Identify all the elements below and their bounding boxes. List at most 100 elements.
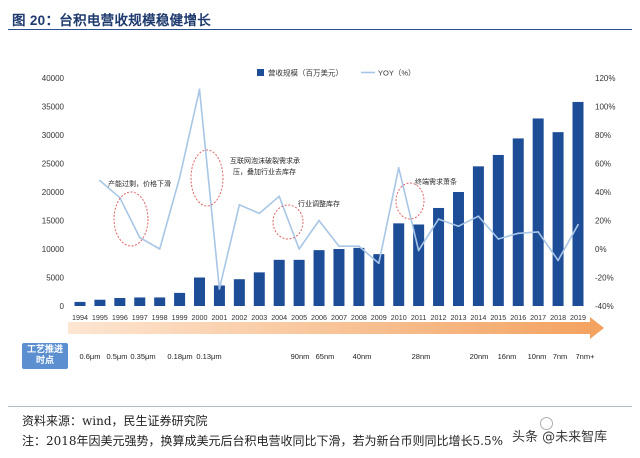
y-axis-left-tick-label: 25000 — [42, 160, 65, 169]
yoy-point-2012 — [437, 218, 440, 220]
legend-label-revenue: 营收规模（百万美元） — [268, 68, 343, 78]
x-axis-tick-label: 2003 — [251, 313, 267, 322]
watermark-logo-icon — [540, 417, 553, 430]
bar-1999 — [174, 292, 186, 306]
yoy-point-1998 — [158, 248, 161, 250]
process-node-label: 0.13μm — [196, 352, 221, 361]
bar-2007 — [333, 249, 345, 306]
figure-title: 图 20：台积电营收规模稳健增长 — [12, 13, 212, 28]
x-axis-tick-label: 2008 — [351, 313, 367, 322]
x-axis-tick-label: 1995 — [92, 313, 108, 322]
x-axis-tick-label: 1996 — [112, 313, 128, 322]
y-axis-left-tick-label: 15000 — [42, 217, 65, 226]
bar-2004 — [273, 259, 285, 306]
legend-label-yoy: YOY（%） — [378, 69, 416, 78]
title-underline — [8, 29, 632, 30]
process-node-label: 90nm — [291, 352, 310, 361]
footnote: 注：2018年因美元强势，换算成美元后台积电营收同比下滑，若为新台币则同比增长5… — [22, 434, 504, 448]
process-node-label: 40nm — [353, 352, 372, 361]
yoy-point-2002 — [238, 203, 241, 206]
x-axis-tick-label: 1994 — [72, 313, 88, 322]
process-node-label: 28nm — [412, 352, 431, 361]
x-axis-tick-label: 2014 — [470, 313, 486, 322]
x-axis-tick-label: 2015 — [490, 313, 506, 322]
y-axis-left-tick-label: 30000 — [42, 131, 65, 140]
bar-2010 — [393, 223, 405, 306]
annotation-label: 互联网泡沫破裂需求承 — [230, 156, 300, 165]
y-axis-right-tick-label: 100% — [595, 103, 615, 112]
bar-2005 — [293, 259, 305, 306]
yoy-point-2019 — [577, 223, 579, 226]
bar-2019 — [572, 101, 584, 306]
bar-2000 — [194, 277, 206, 306]
x-axis-tick-label: 2016 — [510, 313, 526, 322]
bar-1997 — [134, 297, 146, 306]
watermark: 头条 @未来智库 — [512, 430, 608, 445]
x-axis-tick-label: 2019 — [570, 313, 586, 322]
bar-2014 — [472, 166, 484, 306]
bar-2009 — [373, 254, 385, 306]
y-axis-right-tick-label: -40% — [595, 302, 614, 311]
yoy-point-2016 — [517, 232, 520, 235]
y-axis-left-tick-label: 5000 — [46, 274, 64, 283]
yoy-point-2001 — [218, 288, 221, 290]
yoy-point-2018 — [557, 259, 559, 262]
yoy-point-2003 — [258, 212, 261, 215]
x-axis-tick-label: 2004 — [271, 313, 287, 322]
process-node-label: 10nm — [528, 352, 547, 361]
bar-2008 — [353, 247, 365, 306]
process-timeline-label: 工艺推进时点 — [26, 345, 63, 366]
x-axis-tick-label: 2005 — [291, 313, 307, 322]
x-axis-tick-label: 1999 — [172, 313, 188, 322]
yoy-point-2013 — [457, 225, 460, 228]
legend-bar-swatch — [257, 69, 264, 76]
x-axis-tick-label: 2000 — [192, 313, 208, 322]
annotation-ellipse — [190, 149, 224, 207]
bar-2013 — [452, 192, 464, 306]
x-axis-tick-label: 2006 — [311, 313, 327, 322]
yoy-point-2004 — [278, 195, 281, 198]
bar-1994 — [74, 301, 86, 306]
yoy-point-2010 — [397, 166, 400, 169]
annotation-label: 终端需求萧条 — [415, 177, 457, 186]
annotation-label: 行业调整库存 — [298, 199, 340, 208]
yoy-point-2011 — [417, 249, 420, 252]
yoy-point-2008 — [357, 245, 360, 248]
bar-2003 — [253, 272, 265, 306]
annotation-ellipse — [272, 204, 304, 240]
y-axis-right-tick-label: 20% — [595, 217, 611, 226]
bar-2015 — [492, 154, 504, 306]
bar-2001 — [213, 285, 225, 306]
y-axis-left-tick-label: 40000 — [42, 74, 65, 83]
x-axis-tick-label: 2011 — [411, 313, 426, 322]
x-axis-tick-label: 2002 — [231, 313, 247, 322]
y-axis-right-tick-label: 80% — [595, 131, 611, 140]
process-node-label: 20nm — [470, 352, 489, 361]
bar-1998 — [154, 297, 166, 306]
process-node-label: 0.6μm — [80, 352, 101, 361]
x-axis-tick-label: 2018 — [550, 313, 566, 322]
yoy-point-1995 — [99, 179, 101, 182]
yoy-point-2009 — [377, 262, 380, 265]
annotation-label: 压，叠加行业去库存 — [233, 167, 296, 176]
x-axis-tick-label: 2013 — [450, 313, 466, 322]
yoy-point-2000 — [198, 88, 201, 91]
yoy-point-2015 — [497, 238, 500, 240]
x-axis-tick-label: 2017 — [530, 313, 546, 322]
bar-2016 — [512, 138, 524, 306]
revenue-yoy-chart: 0 5000 10000 15000 20000 25000 30000 35000 40000… — [42, 68, 616, 362]
x-axis-tick-label: 2010 — [391, 313, 407, 322]
y-axis-right-tick-label: -20% — [595, 274, 614, 283]
process-node-label: 0.35μm — [130, 352, 155, 361]
bar-2011 — [413, 224, 425, 306]
y-axis-left-tick-label: 10000 — [42, 245, 65, 254]
bar-1995 — [94, 299, 106, 306]
x-axis-tick-label: 2001 — [211, 313, 227, 322]
process-node-label: 65nm — [316, 352, 335, 361]
y-axis-left-tick-label: 0 — [60, 302, 65, 311]
y-axis-left-tick-label: 35000 — [42, 103, 65, 112]
bar-1996 — [114, 298, 126, 306]
x-axis-tick-label: 1998 — [152, 313, 168, 322]
annotation-ellipse — [113, 191, 149, 247]
yoy-point-1999 — [178, 176, 181, 179]
